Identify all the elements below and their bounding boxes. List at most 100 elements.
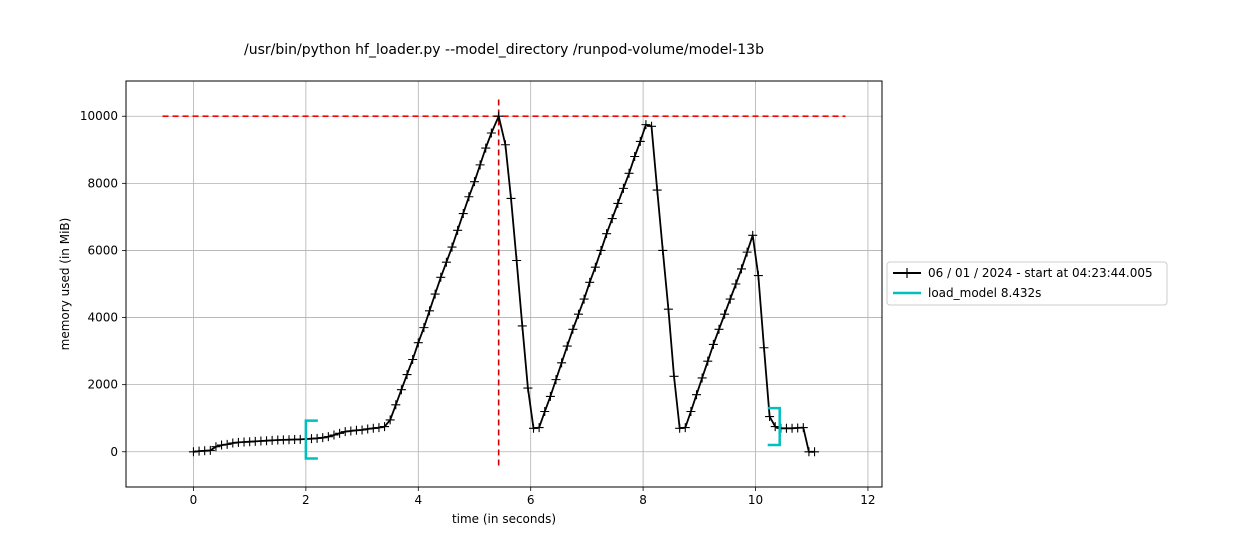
legend-label-load-model: load_model 8.432s: [928, 286, 1041, 300]
memory-point: [211, 442, 221, 452]
memory-point: [500, 140, 510, 150]
memory-point: [624, 168, 634, 178]
legend-box: [886, 261, 1168, 306]
memory-point: [798, 423, 808, 433]
memory-point: [464, 192, 474, 202]
memory-point: [680, 423, 690, 433]
memory-point: [562, 341, 572, 351]
memory-point: [573, 309, 583, 319]
memory-point: [596, 245, 606, 255]
memory-point: [602, 229, 612, 239]
y-tick-label: 10000: [80, 109, 118, 123]
memory-point: [697, 373, 707, 383]
load-model-end-bracket: [767, 406, 781, 447]
memory-point: [692, 390, 702, 400]
memory-point: [430, 289, 440, 299]
memory-point: [385, 415, 395, 425]
legend-label-memory: 06 / 01 / 2024 - start at 04:23:44.005: [928, 266, 1153, 280]
memory-point: [357, 425, 367, 435]
memory-point: [413, 338, 423, 348]
memory-point: [579, 294, 589, 304]
chart-title: /usr/bin/python hf_loader.py --model_dir…: [244, 42, 764, 58]
x-axis-label: time (in seconds): [452, 512, 556, 526]
memory-point: [675, 423, 685, 433]
memory-point: [329, 430, 339, 440]
memory-point: [453, 225, 463, 235]
memory-point: [402, 370, 412, 380]
memory-point: [391, 400, 401, 410]
memory-point: [663, 304, 673, 314]
memory-point: [551, 375, 561, 385]
memory-series-line: [193, 115, 815, 453]
plot-frame: [125, 80, 883, 488]
memory-point: [380, 422, 390, 432]
memory-point: [517, 321, 527, 331]
memory-point: [647, 121, 657, 131]
memory-point: [714, 324, 724, 334]
memory-point: [742, 247, 752, 257]
memory-point: [759, 343, 769, 353]
memory-point: [613, 198, 623, 208]
memory-point: [396, 385, 406, 395]
memory-point: [585, 277, 595, 287]
memory-point: [540, 407, 550, 417]
series-layer: [188, 111, 820, 460]
memory-point: [630, 151, 640, 161]
memory-point: [188, 447, 198, 457]
memory-point: [618, 183, 628, 193]
memory-point: [458, 209, 468, 219]
memory-point: [494, 111, 504, 121]
memory-point: [312, 433, 322, 443]
y-axis-label: memory used (in MiB): [58, 218, 72, 351]
memory-point: [736, 264, 746, 274]
memory-point: [205, 445, 215, 455]
memory-point: [447, 242, 457, 252]
memory-point: [368, 423, 378, 433]
memory-point: [720, 309, 730, 319]
load-model-start-bracket: [304, 419, 318, 460]
memory-point: [568, 324, 578, 334]
memory-point: [486, 128, 496, 138]
memory-point: [753, 271, 763, 281]
y-tick-label: 4000: [87, 311, 118, 325]
legend: 06 / 01 / 2024 - start at 04:23:44.005 l…: [886, 261, 1168, 306]
memory-point: [725, 294, 735, 304]
x-tick-label: 8: [639, 493, 647, 507]
memory-point: [323, 432, 333, 442]
memory-point: [770, 422, 780, 432]
memory-point: [590, 262, 600, 272]
memory-point: [506, 193, 516, 203]
memory-point: [318, 433, 328, 443]
memory-point: [731, 279, 741, 289]
x-tick-label: 10: [748, 493, 763, 507]
memory-point: [363, 424, 373, 434]
memory-point: [703, 356, 713, 366]
memory-point: [557, 358, 567, 368]
x-tick-label: 4: [414, 493, 422, 507]
memory-point: [652, 185, 662, 195]
memory-point: [425, 306, 435, 316]
memory-point: [641, 120, 651, 130]
legend-marker-plus: [902, 268, 912, 278]
memory-point: [335, 428, 345, 438]
y-tick-label: 0: [110, 445, 118, 459]
memory-point: [512, 256, 522, 266]
memory-point: [748, 230, 758, 240]
memory-point: [635, 136, 645, 146]
memory-point: [475, 160, 485, 170]
memory-point: [765, 412, 775, 422]
memory-point: [481, 143, 491, 153]
reference-lines: [162, 99, 846, 469]
memory-point: [545, 391, 555, 401]
x-tick-label: 12: [860, 493, 875, 507]
memory-point: [469, 177, 479, 187]
memory-point: [529, 423, 539, 433]
memory-point: [340, 427, 350, 437]
memory-point: [419, 323, 429, 333]
memory-point: [669, 371, 679, 381]
memory-point: [607, 214, 617, 224]
memory-point: [658, 245, 668, 255]
memory-point: [708, 339, 718, 349]
memory-point: [346, 426, 356, 436]
